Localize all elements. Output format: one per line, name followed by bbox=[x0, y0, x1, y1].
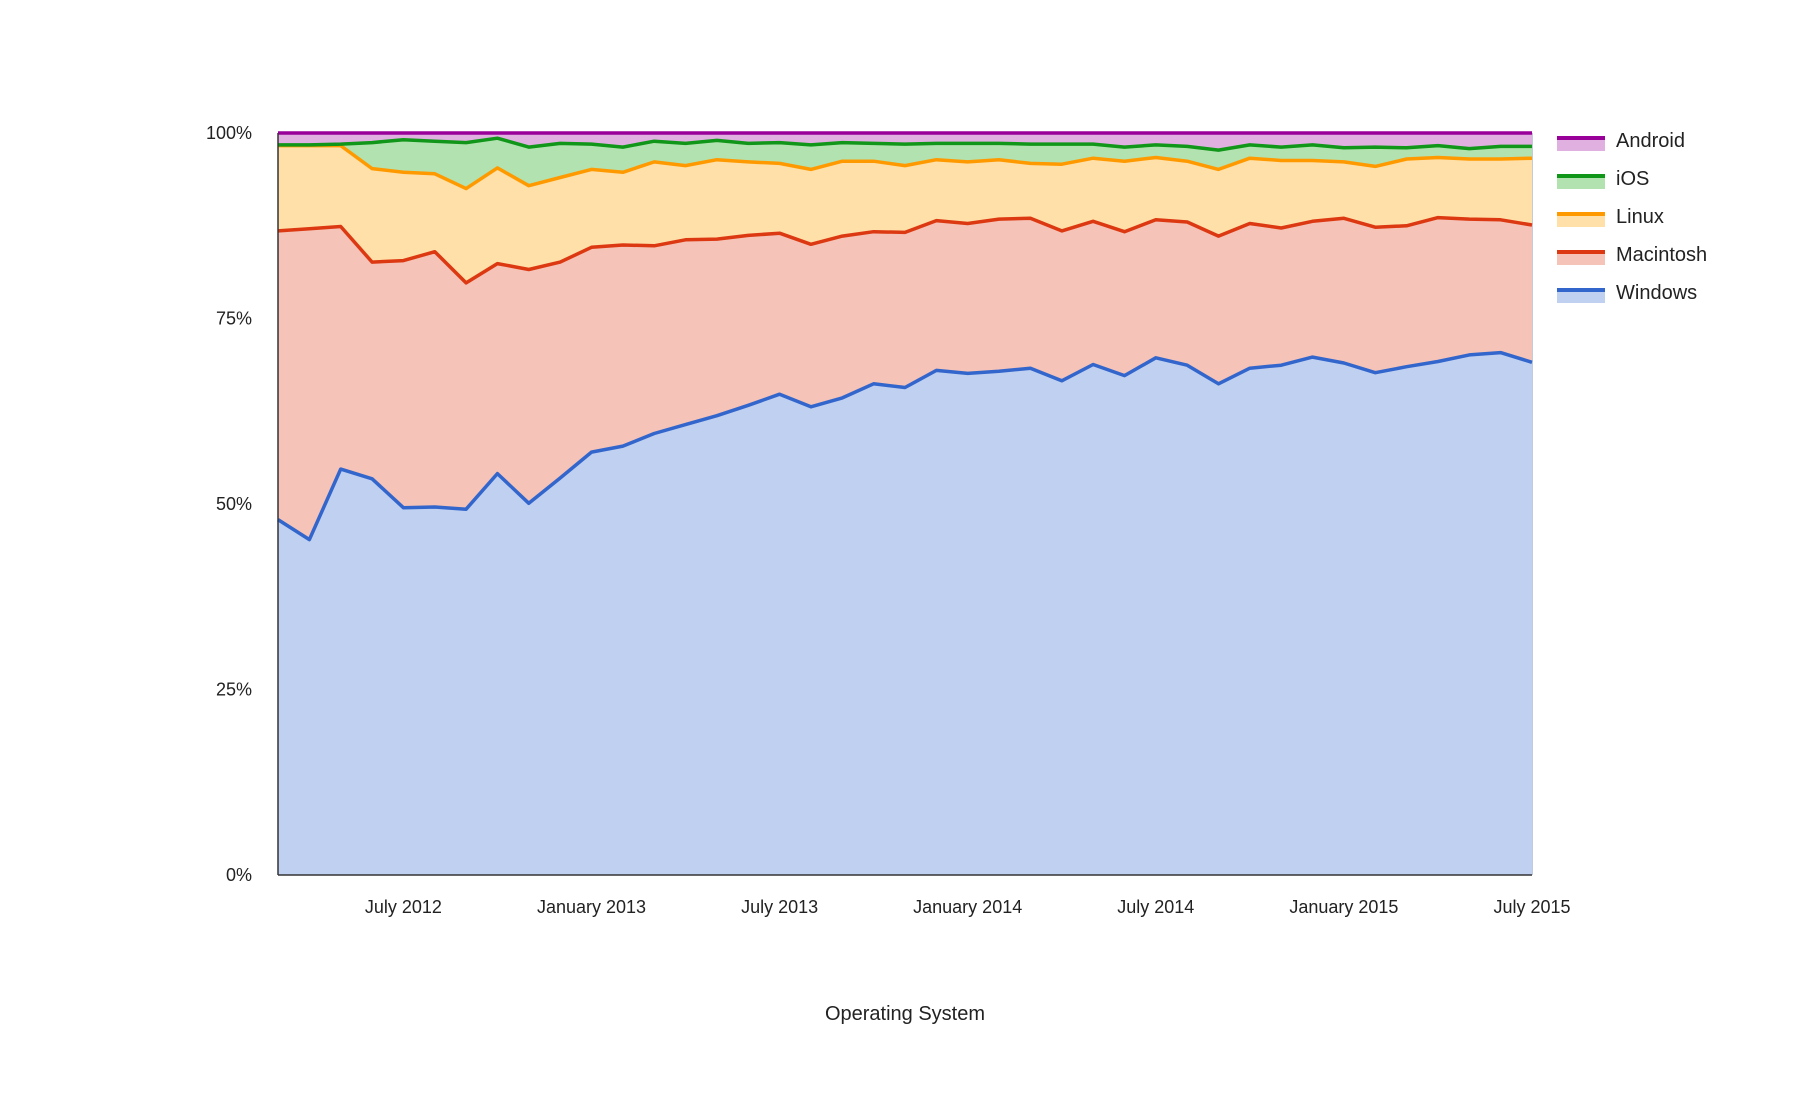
legend-item-android: Android bbox=[1557, 130, 1685, 152]
line-windows bbox=[277, 350, 1533, 542]
area-linux bbox=[278, 145, 1532, 283]
legend-swatch-android bbox=[1557, 138, 1605, 151]
legend-label-macintosh: Macintosh bbox=[1616, 244, 1707, 266]
line-ios bbox=[278, 136, 1532, 152]
series-areas bbox=[278, 133, 1532, 876]
legend-swatch-ios bbox=[1557, 176, 1605, 189]
x-tick-label: January 2015 bbox=[1289, 897, 1398, 917]
legend: Android iOS Linux Macintosh Windows bbox=[1557, 130, 1707, 304]
x-tick-label: January 2014 bbox=[913, 897, 1022, 917]
x-axis-title: Operating System bbox=[825, 1003, 985, 1025]
legend-swatch-windows bbox=[1557, 290, 1605, 303]
legend-label-android: Android bbox=[1616, 130, 1685, 152]
y-tick-label: 50% bbox=[216, 494, 252, 514]
area-macintosh bbox=[278, 217, 1532, 540]
y-tick-label: 100% bbox=[206, 123, 252, 143]
x-tick-label: July 2012 bbox=[365, 897, 442, 917]
y-tick-labels: 0% 25% 50% 75% 100% bbox=[206, 123, 252, 885]
legend-item-windows: Windows bbox=[1557, 282, 1697, 304]
legend-item-macintosh: Macintosh bbox=[1557, 244, 1707, 266]
legend-swatch-macintosh bbox=[1557, 252, 1605, 265]
line-linux bbox=[278, 143, 1533, 191]
line-macintosh bbox=[277, 215, 1533, 285]
series-lines bbox=[277, 131, 1533, 542]
legend-item-ios: iOS bbox=[1557, 168, 1649, 190]
legend-swatch-linux bbox=[1557, 214, 1605, 227]
x-tick-label: July 2014 bbox=[1117, 897, 1194, 917]
x-tick-label: July 2015 bbox=[1493, 897, 1570, 917]
legend-label-windows: Windows bbox=[1616, 282, 1697, 304]
axes bbox=[277, 133, 1532, 876]
x-tick-label: January 2013 bbox=[537, 897, 646, 917]
y-tick-label: 75% bbox=[216, 309, 252, 329]
y-tick-label: 25% bbox=[216, 680, 252, 700]
legend-item-linux: Linux bbox=[1557, 206, 1664, 228]
x-tick-label: July 2013 bbox=[741, 897, 818, 917]
legend-label-ios: iOS bbox=[1616, 168, 1649, 190]
legend-label-linux: Linux bbox=[1616, 206, 1664, 228]
area-android bbox=[278, 133, 1532, 151]
y-tick-label: 0% bbox=[226, 865, 252, 885]
x-tick-labels: July 2012 January 2013 July 2013 January 20… bbox=[365, 897, 1571, 917]
area-windows bbox=[278, 352, 1532, 876]
